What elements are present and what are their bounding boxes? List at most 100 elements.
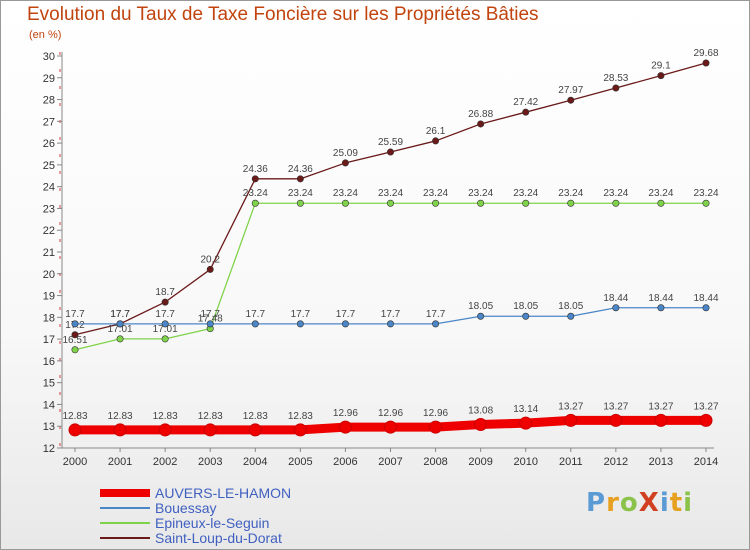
data-label: 18.05 — [513, 301, 538, 312]
data-point — [477, 199, 485, 207]
data-point — [702, 59, 710, 67]
data-label: 26.88 — [468, 109, 493, 120]
data-point — [522, 108, 530, 116]
data-label: 13.27 — [558, 401, 583, 412]
data-point — [609, 413, 623, 427]
data-point — [522, 312, 530, 320]
data-point — [386, 199, 394, 207]
data-label: 23.24 — [243, 188, 268, 199]
x-tick-label: 2008 — [423, 456, 447, 468]
series-auvers-le-hamon: 12.83 12.83 12.83 12.83 12.83 12.83 12.96 12.96… — [62, 401, 719, 437]
data-label: 18.44 — [693, 293, 718, 304]
x-tick-label: 2009 — [468, 456, 492, 468]
data-label: 23.24 — [513, 188, 538, 199]
data-point — [477, 312, 485, 320]
data-point — [657, 304, 665, 312]
data-point — [612, 304, 620, 312]
data-label: 23.24 — [378, 188, 403, 199]
data-label: 17.7 — [291, 309, 311, 320]
data-label: 17.7 — [65, 309, 85, 320]
data-point — [251, 320, 259, 328]
data-label: 24.36 — [243, 164, 268, 175]
legend-label: AUVERS-LE-HAMON — [155, 485, 291, 501]
data-point — [161, 335, 169, 343]
data-label: 12.96 — [333, 408, 358, 419]
data-label: 17.7 — [155, 309, 175, 320]
data-point — [341, 159, 349, 167]
x-tick-label: 2005 — [288, 456, 312, 468]
data-label: 23.24 — [558, 188, 583, 199]
data-label: 17.7 — [381, 309, 401, 320]
data-point — [702, 199, 710, 207]
data-label: 16.51 — [62, 335, 87, 346]
data-label: 17.01 — [153, 324, 178, 335]
y-tick-label: 12 — [43, 443, 55, 455]
data-label: 20.2 — [200, 254, 220, 265]
data-point — [432, 199, 440, 207]
y-tick-label: 28 — [43, 95, 55, 107]
data-point — [519, 416, 533, 430]
data-point — [161, 298, 169, 306]
data-label: 25.09 — [333, 148, 358, 159]
x-tick-label: 2004 — [243, 456, 267, 468]
data-point — [432, 137, 440, 145]
data-label: 13.08 — [468, 405, 493, 416]
data-point — [206, 265, 214, 273]
data-point — [251, 199, 259, 207]
series-bouessay: 17.7 17.7 17.7 17.7 17.7 17.7 17.7 17.7 17.7 18.0… — [65, 293, 719, 328]
x-tick-label: 2011 — [559, 456, 583, 468]
data-point — [567, 199, 575, 207]
data-label: 23.24 — [603, 188, 628, 199]
x-tick-label: 2010 — [513, 456, 537, 468]
data-label: 23.24 — [333, 188, 358, 199]
data-label: 12.83 — [198, 411, 223, 422]
data-point — [386, 148, 394, 156]
data-point — [161, 320, 169, 328]
legend-label: Bouessay — [155, 500, 216, 516]
data-point — [384, 420, 397, 434]
y-axis-unit: (en %) — [29, 29, 62, 41]
data-point — [296, 199, 304, 207]
legend-label: Epineux-le-Seguin — [155, 515, 269, 531]
data-point — [296, 320, 304, 328]
data-point — [116, 335, 124, 343]
data-label: 23.24 — [423, 188, 448, 199]
x-tick-label: 2014 — [694, 456, 718, 468]
data-label: 23.24 — [288, 188, 313, 199]
data-label: 13.27 — [648, 401, 673, 412]
y-tick-label: 29 — [43, 73, 55, 85]
data-label: 24.36 — [288, 164, 313, 175]
data-point — [251, 175, 259, 183]
data-point — [341, 199, 349, 207]
legend-label: Saint-Loup-du-Dorat — [155, 530, 282, 546]
data-point — [71, 320, 79, 328]
data-point — [386, 320, 394, 328]
data-label: 29.1 — [651, 61, 671, 72]
data-label: 27.97 — [558, 85, 583, 96]
data-point — [474, 417, 488, 431]
y-tick-label: 14 — [43, 399, 55, 411]
data-label: 18.7 — [155, 287, 175, 298]
chart-title: Evolution du Taux de Taxe Foncière sur l… — [27, 4, 539, 25]
data-label: 18.44 — [648, 293, 673, 304]
x-tick-label: 2001 — [108, 456, 132, 468]
data-label: 17.7 — [110, 309, 130, 320]
data-label: 25.59 — [378, 137, 403, 148]
data-label: 13.27 — [693, 401, 718, 412]
data-point — [293, 423, 307, 437]
x-tick-label: 2006 — [333, 456, 357, 468]
x-tick-label: 2003 — [198, 456, 222, 468]
data-point — [612, 199, 620, 207]
proxiti-logo: ProXiti — [586, 488, 694, 518]
y-tick-label: 24 — [43, 182, 55, 194]
y-tick-label: 18 — [43, 312, 55, 324]
data-point — [477, 120, 485, 128]
data-label: 29.68 — [693, 48, 718, 59]
y-tick-label: 25 — [43, 160, 55, 172]
data-point — [567, 96, 575, 104]
data-label: 13.14 — [513, 404, 538, 415]
data-point — [296, 175, 304, 183]
data-point — [68, 423, 82, 437]
data-point — [158, 423, 172, 437]
